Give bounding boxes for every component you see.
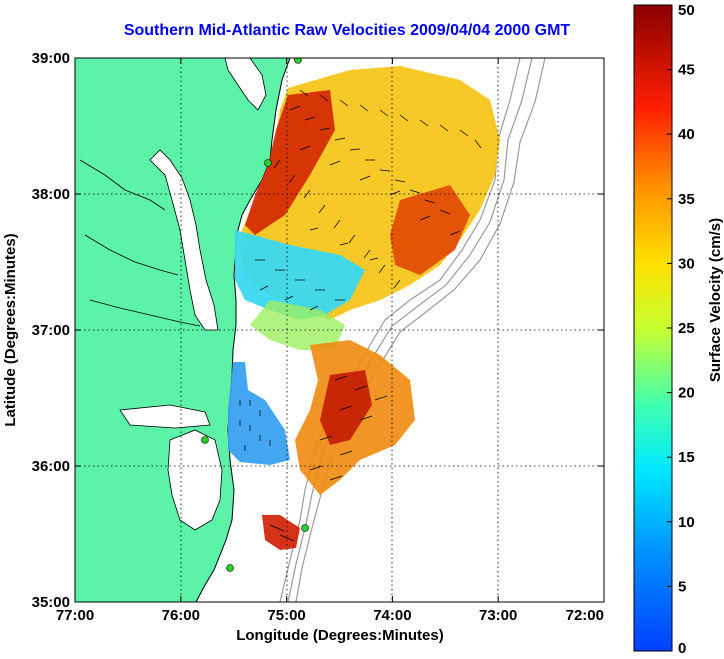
chart-title: Southern Mid-Atlantic Raw Velocities 200… (123, 22, 571, 39)
velocity-arrows (239, 89, 482, 542)
y-tick-label: 39:00 (32, 50, 70, 67)
albemarle-sound (119, 404, 211, 429)
potomac-river (79, 159, 166, 211)
y-tick-label: 35:00 (32, 594, 70, 611)
colorbar-tick-label: 25 (678, 320, 695, 337)
bathymetry-contour (295, 58, 546, 602)
velocity-high-east (390, 185, 470, 275)
gridlines (75, 58, 604, 602)
velocity-high-west (245, 90, 335, 235)
velocity-low-hatteras (228, 362, 290, 465)
x-tick-label: 74:00 (373, 607, 411, 624)
y-tick-label: 37:00 (32, 322, 70, 339)
york-james-river (89, 299, 201, 327)
y-tick-label: 36:00 (32, 458, 70, 475)
colorbar-tick-label: 5 (678, 578, 686, 595)
x-tick-label: 77:00 (56, 607, 94, 624)
velocity-patch-capelookout (262, 515, 300, 550)
station-marker (264, 159, 272, 167)
pamlico-sound (167, 429, 223, 531)
y-tick-label: 38:00 (32, 186, 70, 203)
station-marker (301, 524, 309, 532)
x-tick-label: 72:00 (566, 607, 604, 624)
station-markers (201, 58, 309, 572)
x-tick-label: 73:00 (479, 607, 517, 624)
colorbar-label: Surface Velocity (cm/s) (707, 218, 724, 382)
colorbar-tick-label: 50 (678, 2, 695, 19)
colorbar (633, 4, 673, 652)
velocity-mid-band (250, 300, 345, 350)
chesapeake-bay (149, 149, 219, 331)
colorbar-tick-label: 40 (678, 126, 695, 143)
x-tick-label: 75:00 (267, 607, 305, 624)
land-mass (75, 58, 291, 602)
velocity-low-band (235, 230, 365, 320)
colorbar-tick-label: 45 (678, 62, 695, 79)
colorbar-tick-label: 35 (678, 191, 695, 208)
x-axis: 77:00 76:00 75:00 74:00 73:00 72:00 (56, 58, 605, 624)
colorbar-tick-label: 15 (678, 449, 695, 466)
colorbar-tick-label: 30 (678, 255, 695, 272)
y-axis-label: Latitude (Degrees:Minutes) (2, 233, 19, 426)
bathymetry-contour (287, 58, 533, 602)
colorbar-tick-label: 0 (678, 640, 686, 657)
station-marker (226, 564, 234, 572)
x-axis-label: Longitude (Degrees:Minutes) (236, 627, 444, 644)
colorbar-tick-label: 10 (678, 514, 695, 531)
station-marker (294, 58, 302, 64)
colorbar-tick-label: 20 (678, 385, 695, 402)
rappahannock-river (84, 234, 179, 276)
x-tick-label: 76:00 (162, 607, 200, 624)
delaware-bay (224, 58, 267, 111)
station-marker (201, 436, 209, 444)
y-axis: 39:00 38:00 37:00 36:00 35:00 (32, 50, 604, 611)
